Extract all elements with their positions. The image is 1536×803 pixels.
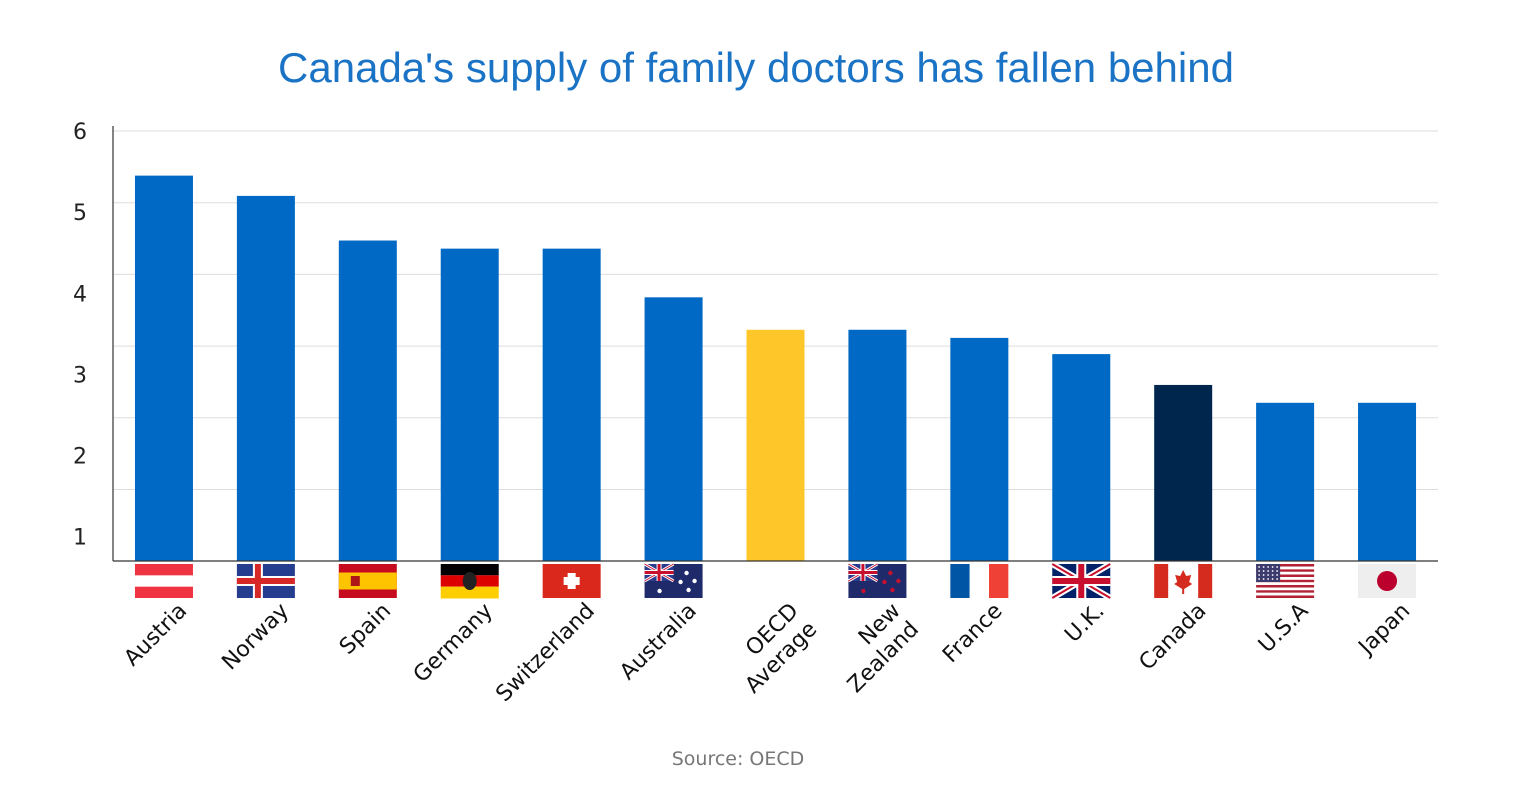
x-tick-label: Japan: [1353, 599, 1415, 661]
x-tick-label: NewZealand: [825, 599, 924, 698]
x-tick-label: France: [938, 599, 1007, 668]
france-flag: [950, 564, 1009, 598]
x-tick-label: Norway: [217, 599, 294, 676]
y-tick-label: 2: [73, 445, 87, 470]
bar: [134, 175, 193, 562]
australia-flag: [643, 562, 703, 598]
x-tick-label: Australia: [615, 599, 701, 685]
new-zealand-flag: [847, 562, 907, 598]
x-tick-label: Germany: [409, 599, 498, 688]
bar: [440, 248, 499, 561]
x-tick-label: U.K.: [1060, 599, 1109, 648]
bar: [1358, 402, 1417, 561]
bar: [848, 329, 907, 561]
y-tick-label: 1: [73, 526, 87, 551]
spain-flag: [338, 564, 397, 598]
bar: [338, 240, 397, 561]
x-tick-label: OECDAverage: [722, 599, 822, 699]
y-axis: 1 2 3 4 5 6: [73, 120, 114, 561]
y-tick-label: 4: [73, 282, 87, 307]
bars: [134, 175, 1417, 562]
x-tick-label: Austria: [120, 599, 193, 672]
bar: [1052, 354, 1111, 561]
bar: [746, 329, 805, 561]
y-tick-label: 3: [73, 363, 87, 388]
chart-title: Canada's supply of family doctors has fa…: [278, 44, 1234, 91]
x-tick-label: U.S.A: [1254, 599, 1313, 658]
flags: [134, 561, 1417, 601]
japan-flag: [1358, 564, 1417, 598]
bar: [236, 195, 295, 562]
usa-flag: [1256, 564, 1315, 598]
source-note: Source: OECD: [671, 748, 805, 770]
x-tick-label: Spain: [335, 599, 396, 660]
germany-flag: [440, 564, 499, 599]
bar: [1256, 402, 1315, 561]
x-tick-label: Canada: [1135, 599, 1212, 676]
austria-flag: [134, 564, 193, 598]
bar: [542, 248, 601, 561]
canada-flag: [1154, 564, 1213, 598]
uk-flag: [1050, 561, 1112, 601]
bar: [950, 337, 1009, 561]
bar: [644, 297, 703, 561]
y-tick-label: 6: [73, 120, 87, 145]
y-tick-label: 5: [73, 201, 87, 226]
x-tick-label: Switzerland: [491, 599, 599, 707]
norway-flag: [236, 564, 295, 598]
switzerland-flag: [542, 564, 601, 598]
bar: [1154, 384, 1213, 561]
